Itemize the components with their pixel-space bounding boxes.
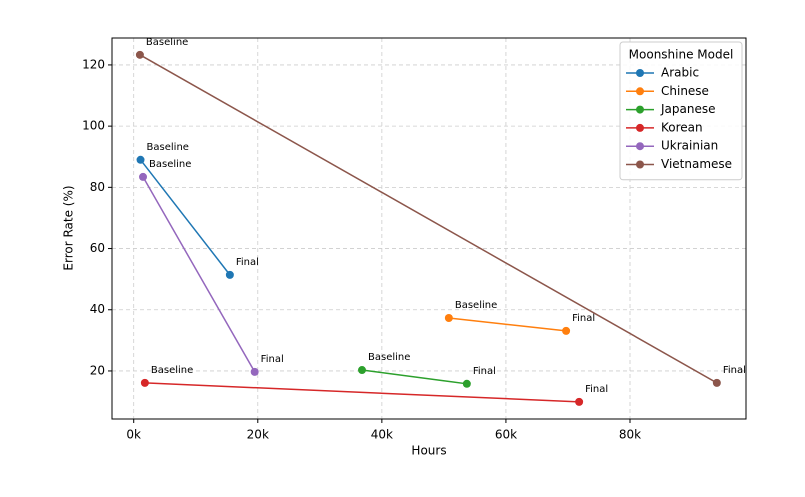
y-tick-label: 40 bbox=[90, 302, 105, 316]
point bbox=[135, 50, 144, 59]
x-axis-label: Hours bbox=[411, 444, 446, 458]
x-tick-label: 80k bbox=[619, 428, 641, 442]
point bbox=[712, 378, 721, 387]
legend-marker bbox=[636, 105, 644, 114]
point-annotation: Final bbox=[572, 313, 595, 324]
y-tick-label: 80 bbox=[90, 180, 105, 194]
legend-box bbox=[619, 41, 743, 181]
x-tick-label: 60k bbox=[495, 428, 517, 442]
legend-label: Ukrainian bbox=[661, 139, 718, 153]
point bbox=[358, 366, 367, 375]
legend-label: Vietnamese bbox=[661, 157, 732, 171]
series-line bbox=[144, 382, 580, 403]
series-line bbox=[139, 159, 231, 276]
y-tick-label: 120 bbox=[82, 57, 105, 71]
plot-frame bbox=[111, 37, 747, 420]
x-tick-label: 0k bbox=[126, 428, 141, 442]
point-annotation: Final bbox=[723, 365, 746, 376]
legend-label: Korean bbox=[661, 120, 703, 134]
series-line bbox=[361, 369, 467, 385]
point bbox=[575, 397, 584, 406]
point bbox=[562, 326, 571, 335]
point-annotation: Final bbox=[236, 257, 259, 268]
point-annotation: Final bbox=[473, 366, 496, 377]
point-annotation: Baseline bbox=[146, 37, 188, 48]
legend-marker bbox=[636, 87, 644, 96]
point-annotation: Baseline bbox=[149, 159, 191, 170]
legend-title: Moonshine Model bbox=[629, 48, 734, 62]
point-annotation: Final bbox=[585, 384, 608, 395]
legend-marker bbox=[636, 69, 644, 77]
legend-label: Arabic bbox=[661, 66, 699, 80]
y-tick-label: 100 bbox=[82, 119, 105, 133]
legend-marker bbox=[636, 160, 644, 169]
point bbox=[139, 172, 148, 181]
series-line bbox=[448, 317, 567, 332]
point-annotation: Final bbox=[261, 354, 284, 365]
legend-marker bbox=[636, 142, 644, 151]
legend-label: Chinese bbox=[661, 84, 709, 98]
y-tick-label: 20 bbox=[90, 363, 105, 377]
x-tick-label: 20k bbox=[247, 428, 269, 442]
x-tick-label: 40k bbox=[371, 428, 393, 442]
point bbox=[250, 367, 259, 376]
point bbox=[444, 314, 453, 323]
point bbox=[462, 379, 471, 388]
point bbox=[225, 270, 234, 279]
series-line bbox=[139, 54, 718, 384]
point-annotation: Baseline bbox=[151, 365, 193, 376]
point-annotation: Baseline bbox=[368, 352, 410, 363]
y-axis-label: Error Rate (%) bbox=[62, 185, 76, 270]
legend-label: Japanese bbox=[660, 102, 716, 116]
point-annotation: Baseline bbox=[455, 300, 497, 311]
point bbox=[136, 155, 145, 164]
point-annotation: Baseline bbox=[147, 142, 189, 153]
point bbox=[140, 378, 149, 387]
legend-marker bbox=[636, 123, 644, 132]
series-line bbox=[142, 176, 256, 373]
y-tick-label: 60 bbox=[90, 241, 105, 255]
